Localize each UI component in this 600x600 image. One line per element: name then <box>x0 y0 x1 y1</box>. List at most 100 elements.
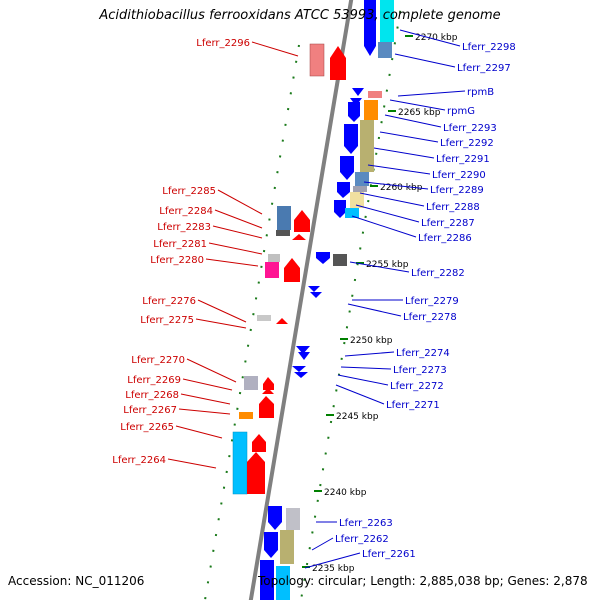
gene-arrow-lferr-2279[interactable] <box>308 286 320 292</box>
gene-arrow-lferr-2292[interactable] <box>344 124 358 154</box>
label-leader-lferr-2273 <box>340 366 392 370</box>
gene-label-lferr-2273[interactable]: Lferr_2273 <box>393 365 447 376</box>
label-leader-lferr-2270 <box>186 358 237 383</box>
gene-label-lferr-2289[interactable]: Lferr_2289 <box>430 185 484 196</box>
gene-label-lferr-2267[interactable]: Lferr_2267 <box>123 405 177 416</box>
gene-arrow-rpmb[interactable] <box>352 88 364 96</box>
gene-arrow-lferr-2289[interactable] <box>337 182 350 198</box>
gene-feature-lferr-2267[interactable] <box>239 412 253 419</box>
gene-feature-lferr-2293[interactable] <box>364 100 378 120</box>
gene-label-rpmb[interactable]: rpmB <box>467 87 494 98</box>
gene-feature-lferr-2262[interactable] <box>280 530 294 564</box>
label-leader-lferr-2298 <box>399 29 461 47</box>
gene-label-lferr-2297[interactable]: Lferr_2297 <box>457 63 511 74</box>
label-leader-lferr-2292 <box>379 131 439 143</box>
gene-feature-lferr-2286[interactable] <box>345 208 359 218</box>
gene-label-lferr-2280[interactable]: Lferr_2280 <box>150 255 204 266</box>
gene-label-lferr-2264[interactable]: Lferr_2264 <box>112 455 166 466</box>
gene-arrow-lferr-2296[interactable] <box>330 46 346 80</box>
gene-feature-lferr-2276[interactable] <box>257 315 271 321</box>
gene-label-lferr-2275[interactable]: Lferr_2275 <box>140 315 194 326</box>
gene-arrow-lferr-2284[interactable] <box>294 210 310 232</box>
kbp-tick-label: 2240 kbp <box>324 488 367 498</box>
gene-arrow-lferr-2269[interactable] <box>262 388 274 394</box>
gene-label-lferr-2298[interactable]: Lferr_2298 <box>462 42 516 53</box>
kbp-tick-label: 2255 kbp <box>366 260 409 270</box>
gene-label-lferr-2268[interactable]: Lferr_2268 <box>125 390 179 401</box>
gene-arrow-lferr-2287[interactable] <box>334 200 346 218</box>
gene-arrow-lferr-2271[interactable] <box>294 372 308 378</box>
gene-label-lferr-2265[interactable]: Lferr_2265 <box>120 422 174 433</box>
label-leader-lferr-2283 <box>212 225 263 239</box>
gene-feature-lferr-2292[interactable] <box>360 120 374 172</box>
gene-label-lferr-2278[interactable]: Lferr_2278 <box>403 312 457 323</box>
gene-label-lferr-2272[interactable]: Lferr_2272 <box>390 381 444 392</box>
gene-label-lferr-2287[interactable]: Lferr_2287 <box>421 218 475 229</box>
gene-label-lferr-2270[interactable]: Lferr_2270 <box>131 355 185 366</box>
gene-label-lferr-2282[interactable]: Lferr_2282 <box>411 268 465 279</box>
gene-feature-lferr-2297[interactable] <box>378 42 392 58</box>
label-leader-lferr-2274 <box>344 351 395 357</box>
gene-label-lferr-2290[interactable]: Lferr_2290 <box>432 170 486 181</box>
gene-label-lferr-2293[interactable]: Lferr_2293 <box>443 123 497 134</box>
gene-arrow-lferr-2291[interactable] <box>340 156 354 180</box>
label-leader-lferr-2288 <box>359 192 425 207</box>
gene-arrow-lferr-2280[interactable] <box>284 258 300 282</box>
gene-feature-lferr-2261[interactable] <box>276 566 290 600</box>
gene-label-rpmg[interactable]: rpmG <box>447 106 475 117</box>
gene-label-lferr-2292[interactable]: Lferr_2292 <box>440 138 494 149</box>
gene-arrow-lferr-2273[interactable] <box>298 352 310 360</box>
gene-arrow-lferr-2268[interactable] <box>259 396 274 418</box>
gene-label-lferr-2291[interactable]: Lferr_2291 <box>436 154 490 165</box>
gene-arrow-lferr-2264[interactable] <box>247 452 265 494</box>
gene-label-lferr-2296[interactable]: Lferr_2296 <box>196 38 250 49</box>
gene-arrow-lferr-2274[interactable] <box>296 346 310 354</box>
gene-feature-lferr-2296[interactable] <box>309 43 325 77</box>
gene-feature-lferr-2290[interactable] <box>355 172 369 186</box>
gene-label-lferr-2262[interactable]: Lferr_2262 <box>335 534 389 545</box>
gene-label-lferr-2271[interactable]: Lferr_2271 <box>386 400 440 411</box>
gene-label-lferr-2279[interactable]: Lferr_2279 <box>405 296 459 307</box>
gene-arrow-lferr-2263[interactable] <box>268 506 282 530</box>
gene-label-lferr-2261[interactable]: Lferr_2261 <box>362 549 416 560</box>
gene-feature-lferr-2281[interactable] <box>268 254 280 262</box>
gene-arrow-lferr-2275[interactable] <box>276 318 288 324</box>
gene-arrow-lferr-2261[interactable] <box>260 560 274 600</box>
gene-label-lferr-2286[interactable]: Lferr_2286 <box>418 233 472 244</box>
gene-feature-lferr-2282[interactable] <box>333 254 347 266</box>
gene-feature-lferr-2284[interactable] <box>276 230 290 236</box>
gene-label-lferr-2284[interactable]: Lferr_2284 <box>159 206 213 217</box>
gene-label-lferr-2274[interactable]: Lferr_2274 <box>396 348 450 359</box>
gene-label-lferr-2283[interactable]: Lferr_2283 <box>157 222 211 233</box>
label-leader-lferr-2269 <box>182 378 233 391</box>
gene-feature-rpmb[interactable] <box>368 91 382 98</box>
kbp-tick-label: 2250 kbp <box>350 336 393 346</box>
gene-label-lferr-2285[interactable]: Lferr_2285 <box>162 186 216 197</box>
label-leader-lferr-2290 <box>367 164 431 175</box>
gene-arrow-lferr-2298[interactable] <box>364 0 376 56</box>
label-leader-rpmg <box>389 99 446 111</box>
gene-feature-lferr-2265[interactable] <box>232 431 248 495</box>
gene-feature-lferr-2298[interactable] <box>380 0 394 42</box>
gene-label-lferr-2269[interactable]: Lferr_2269 <box>127 375 181 386</box>
gene-label-lferr-2263[interactable]: Lferr_2263 <box>339 518 393 529</box>
gene-feature-lferr-2285[interactable] <box>277 206 291 230</box>
gene-label-lferr-2288[interactable]: Lferr_2288 <box>426 202 480 213</box>
gene-arrow-lferr-2265[interactable] <box>252 434 266 452</box>
gene-arrow-lferr-2262[interactable] <box>264 532 278 558</box>
gene-feature-lferr-2270[interactable] <box>244 376 258 390</box>
gene-label-lferr-2276[interactable]: Lferr_2276 <box>142 296 196 307</box>
gene-arrow-lferr-2283[interactable] <box>292 234 306 240</box>
gene-arrow-lferr-2293[interactable] <box>348 102 360 122</box>
gene-label-lferr-2281[interactable]: Lferr_2281 <box>153 239 207 250</box>
gene-arrow-lferr-2272[interactable] <box>292 366 306 372</box>
gene-feature-lferr-2288[interactable] <box>350 192 364 208</box>
gene-arrow-lferr-2278[interactable] <box>310 292 322 298</box>
gene-arrow-lferr-2270[interactable] <box>263 377 274 390</box>
gene-feature-lferr-2263[interactable] <box>286 508 300 530</box>
gene-feature-lferr-2289[interactable] <box>353 186 367 192</box>
gene-feature-lferr-2280[interactable] <box>265 262 279 278</box>
gene-arrow-lferr-2282[interactable] <box>316 252 330 264</box>
